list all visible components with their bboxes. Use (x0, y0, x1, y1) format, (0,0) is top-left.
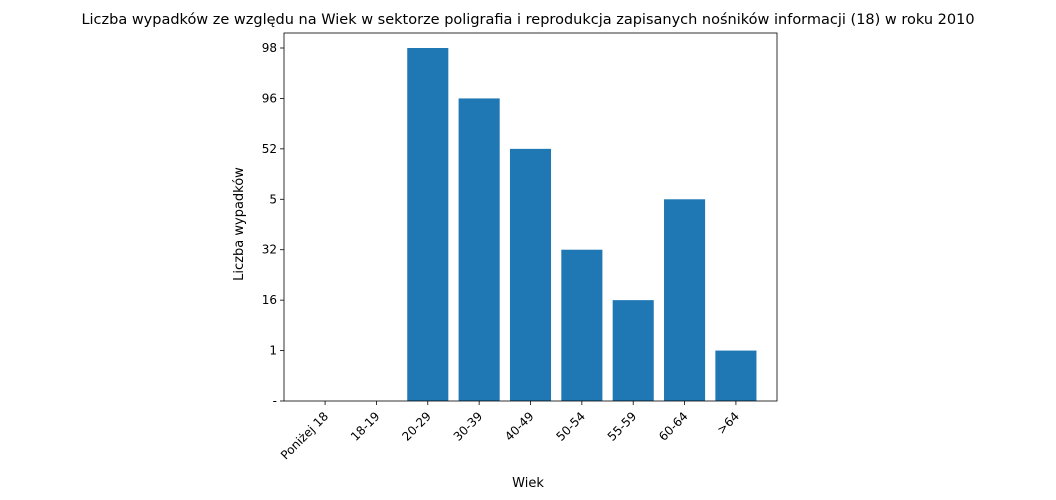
y-tick-label: 98 (262, 41, 277, 55)
bar (612, 300, 654, 401)
y-tick-label: 5 (269, 192, 277, 206)
x-tick-label: 40-49 (502, 409, 537, 444)
bar (458, 98, 500, 401)
y-tick-label: 1 (269, 344, 277, 358)
y-tick-label: 32 (262, 243, 277, 257)
x-tick-label: 50-54 (553, 409, 588, 444)
bar (407, 48, 449, 401)
axes-frame (283, 32, 778, 402)
y-tick-label: 52 (262, 142, 277, 156)
x-tick-label: 60-64 (656, 409, 691, 444)
x-tick-label: 30-39 (451, 409, 486, 444)
x-tick-label: >64 (714, 409, 742, 437)
chart-title: Liczba wypadków ze względu na Wiek w sek… (81, 12, 974, 28)
x-tick-label: 55-59 (605, 409, 640, 444)
x-tick-label: 18-19 (348, 409, 383, 444)
plot-area: Poniżej 18 18-19 20-29 30-39 40-49 50-54 55-59… (262, 32, 778, 462)
y-axis-label: Liczba wypadków (232, 167, 247, 281)
bar (715, 350, 757, 401)
bar (509, 148, 552, 401)
bar (664, 199, 706, 401)
x-axis-label: Wiek (512, 476, 544, 491)
bar (561, 249, 603, 401)
x-tick-label: Poniżej 18 (278, 409, 331, 462)
y-tick-label: 16 (262, 293, 277, 307)
y-tick-label: - (273, 394, 277, 408)
y-tick-label: 96 (262, 91, 277, 105)
x-tick-label: 20-29 (399, 409, 434, 444)
